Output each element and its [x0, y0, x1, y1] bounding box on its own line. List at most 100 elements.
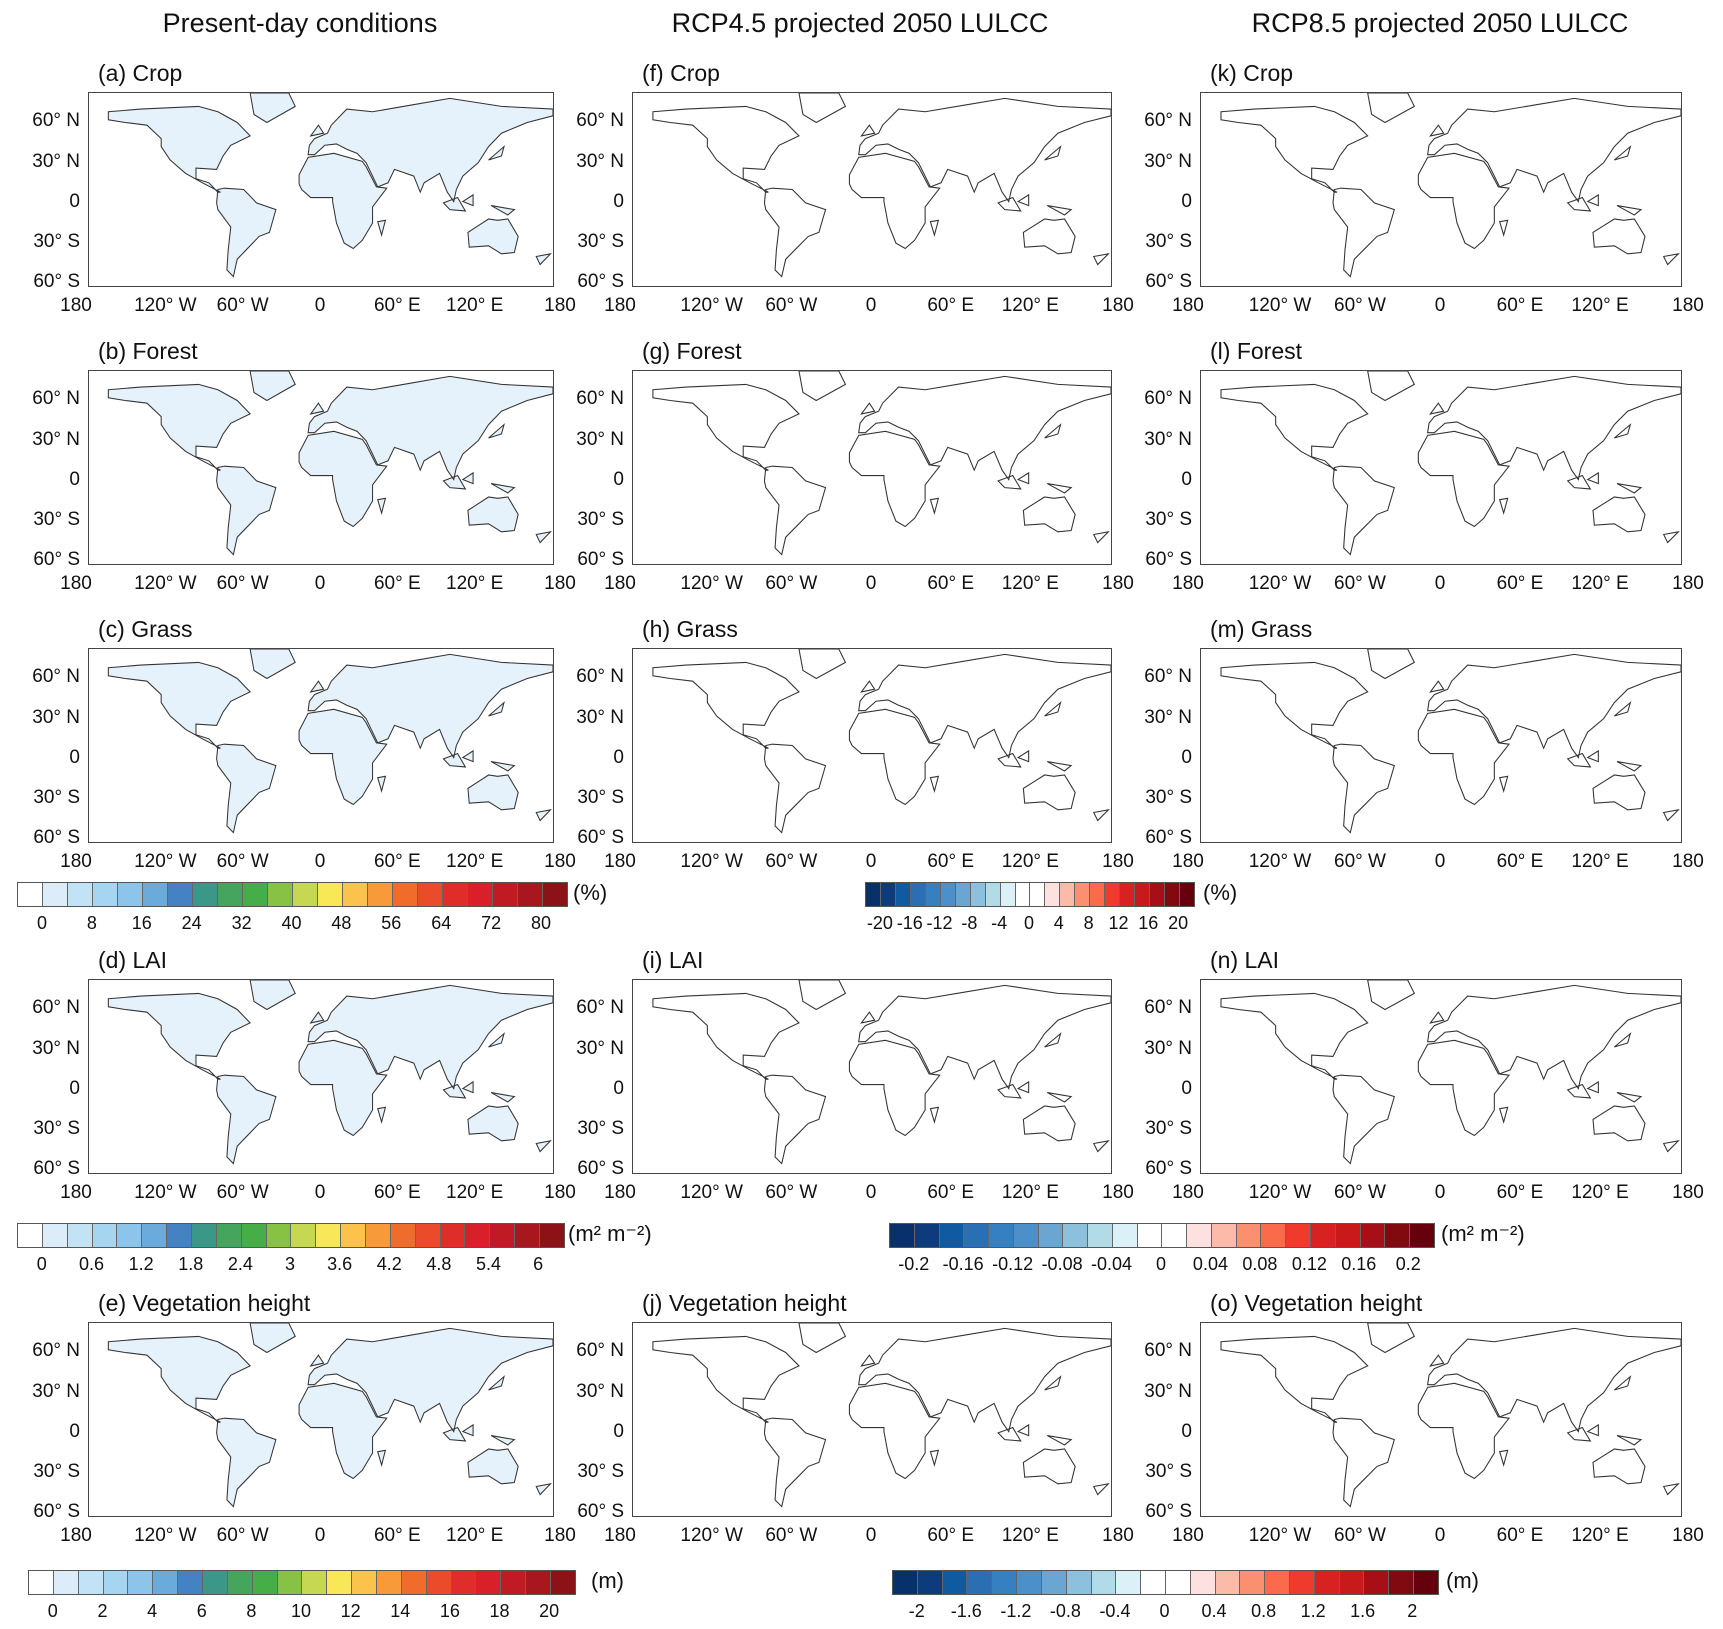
- lat-label: 30° S: [33, 231, 80, 253]
- colorbar-swatch: [493, 883, 518, 906]
- colorbar-tick-label: -1.2: [1000, 1601, 1032, 1621]
- land-fill: [108, 1323, 553, 1507]
- lon-label: 180: [544, 295, 576, 316]
- colorbar-swatch: [142, 1224, 168, 1247]
- lon-label: 0: [314, 573, 326, 594]
- lon-label: 120° E: [446, 1182, 504, 1203]
- lat-label: 30° N: [576, 1380, 624, 1402]
- colorbar-swatch: [426, 1571, 452, 1594]
- lon-label: 120° W: [680, 573, 743, 594]
- lon-label: 60° W: [765, 1525, 818, 1546]
- colorbar-swatch: [1339, 1571, 1365, 1594]
- colorbar-unit: (m): [1446, 1568, 1479, 1593]
- panel-title: (g) Forest: [642, 338, 742, 364]
- colorbar-swatch: [390, 1224, 416, 1247]
- lon-label: 180: [60, 1182, 92, 1203]
- colorbar-swatch: [942, 1571, 968, 1594]
- colorbar-swatch: [42, 1224, 68, 1247]
- colorbar-tick-label: -16: [896, 913, 923, 933]
- colorbar-swatch: [366, 1224, 391, 1247]
- lat-label: 30° S: [577, 787, 624, 809]
- colorbar-sequential: [17, 1223, 565, 1248]
- lon-label: 120° W: [134, 295, 197, 316]
- colorbar-tick-label: 0.04: [1192, 1254, 1228, 1274]
- lon-label: 180: [1102, 573, 1134, 594]
- lat-label: 60° S: [33, 827, 80, 849]
- lat-label: 60° N: [576, 666, 624, 688]
- colorbar-swatch: [1335, 1224, 1361, 1247]
- lat-label: 60° N: [1144, 666, 1192, 688]
- lat-label: 30° N: [576, 1037, 624, 1059]
- lat-label: 30° N: [576, 706, 624, 728]
- colorbar-swatch: [103, 1571, 129, 1594]
- lon-label: 0: [314, 1525, 326, 1546]
- colorbar-tick-label: 4.8: [426, 1254, 452, 1274]
- lon-label: 60° E: [927, 1182, 974, 1203]
- panel-title: (o) Vegetation height: [1210, 1290, 1423, 1316]
- colorbar-diverging: [865, 882, 1195, 907]
- colorbar-tick-label: 8: [86, 913, 97, 933]
- colorbar-tick-label: 16: [1138, 913, 1159, 933]
- lat-label: 60° S: [577, 827, 624, 849]
- lon-label: 120° W: [1248, 1182, 1312, 1203]
- lon-label: 180: [604, 295, 636, 316]
- world-map: [652, 649, 1111, 834]
- land-fill: [108, 93, 553, 277]
- lat-label: 30° N: [32, 150, 80, 172]
- colorbar-tick-label: 40: [281, 913, 302, 933]
- colorbar-swatch: [1038, 1224, 1064, 1247]
- lon-label: 180: [60, 295, 92, 316]
- colorbar-swatch: [985, 883, 1001, 906]
- colorbar-swatch: [377, 1571, 402, 1594]
- colorbar-tick-label: -2: [908, 1601, 925, 1621]
- lat-label: 0: [613, 746, 624, 768]
- lon-label: 60° E: [927, 1525, 974, 1546]
- lat-label: 0: [1181, 1077, 1192, 1099]
- colorbar-swatch: [526, 1571, 552, 1594]
- colorbar-swatch: [1187, 1224, 1212, 1247]
- colorbar-swatch: [218, 883, 243, 906]
- lat-label: 60° N: [32, 997, 80, 1019]
- colorbar-swatch: [1410, 1224, 1434, 1247]
- lat-label: 60° N: [32, 110, 80, 132]
- panel-title: (c) Grass: [98, 616, 193, 642]
- land-fill: [652, 93, 1111, 277]
- lon-label: 180: [1102, 1525, 1134, 1546]
- lat-label: 60° N: [576, 1340, 624, 1362]
- land-fill: [1221, 1323, 1681, 1507]
- map-frame: [1200, 648, 1682, 843]
- colorbar-swatch: [1311, 1224, 1336, 1247]
- colorbar-tick-label: 12: [1108, 913, 1129, 933]
- lat-label: 30° S: [33, 787, 80, 809]
- colorbar-swatch: [1165, 1571, 1191, 1594]
- colorbar-tick-label: 0: [36, 913, 47, 933]
- colorbar-swatch: [955, 883, 971, 906]
- colorbar-tick-label: 0: [1159, 1601, 1170, 1621]
- colorbar-swatch: [880, 883, 896, 906]
- lon-label: 120° W: [680, 1182, 743, 1203]
- lon-label: 120° E: [446, 1525, 504, 1546]
- colorbar-tick-label: 14: [390, 1601, 411, 1621]
- lat-label: 30° S: [1145, 1461, 1192, 1483]
- land-fill: [652, 649, 1111, 833]
- colorbar-tick-label: 4: [1053, 913, 1064, 933]
- colorbar-swatch: [917, 1571, 943, 1594]
- map-frame: [632, 979, 1112, 1174]
- colorbar-swatch: [352, 1571, 378, 1594]
- panel-title: (l) Forest: [1210, 338, 1302, 364]
- colorbar-swatch: [440, 1224, 466, 1247]
- lon-label: 180: [1172, 1182, 1204, 1203]
- lon-label: 60° W: [1334, 573, 1386, 594]
- colorbar-tick-label: 0: [1023, 913, 1035, 933]
- colorbar-swatch: [1116, 1571, 1142, 1594]
- colorbar-swatch: [368, 883, 393, 906]
- lon-label: 60° E: [373, 1525, 421, 1546]
- lon-label: 60° W: [1334, 295, 1386, 316]
- lat-label: 60° N: [576, 388, 624, 410]
- colorbar-tick-label: 1.6: [1350, 1601, 1376, 1621]
- colorbar-unit: (m² m⁻²): [1441, 1221, 1525, 1246]
- lon-label: 120° E: [1571, 1525, 1629, 1546]
- lon-label: 180: [1102, 851, 1134, 872]
- colorbar-tick-label: 24: [181, 913, 202, 933]
- lat-label: 30° N: [32, 706, 80, 728]
